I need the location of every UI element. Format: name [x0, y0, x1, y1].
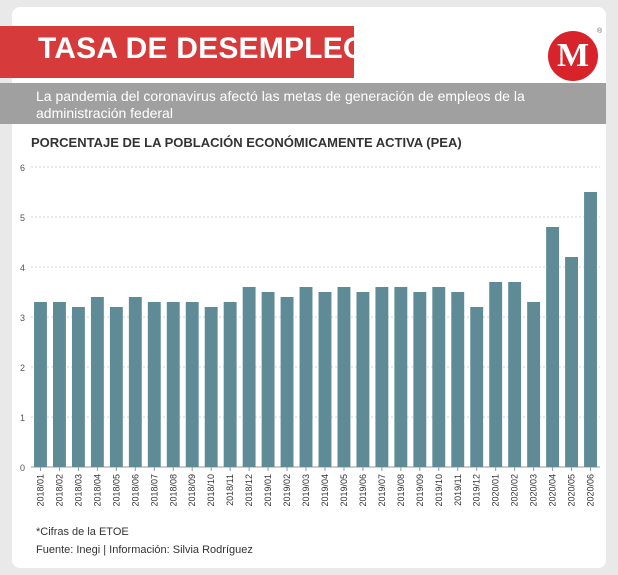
x-tick-label: 2019/07 — [377, 474, 387, 507]
x-tick-label: 2019/06 — [358, 474, 368, 507]
subtitle-band — [0, 83, 606, 124]
footnote: *Cifras de la ETOE — [36, 526, 129, 538]
bar — [432, 287, 446, 467]
bar — [185, 302, 199, 467]
x-tick-label: 2020/03 — [529, 474, 539, 507]
bar — [166, 302, 180, 467]
milenio-logo: M — [548, 31, 598, 81]
x-tick-label: 2019/11 — [453, 474, 463, 506]
x-tick-label: 2018/03 — [73, 474, 83, 507]
bar — [546, 227, 560, 467]
bar — [356, 292, 370, 467]
bar — [470, 307, 484, 467]
x-tick-label: 2018/02 — [54, 474, 64, 507]
x-tick-label: 2018/07 — [149, 474, 159, 507]
x-tick-label: 2018/04 — [92, 474, 102, 507]
x-tick-label: 2019/02 — [282, 474, 292, 507]
x-tick-label: 2018/12 — [244, 474, 254, 507]
bar — [71, 307, 85, 467]
bar — [242, 287, 256, 467]
bar — [451, 292, 465, 467]
x-tick-label: 2019/01 — [263, 474, 273, 507]
x-tick-label: 2020/01 — [491, 474, 501, 507]
x-tick-label: 2018/01 — [35, 474, 45, 507]
x-tick-label: 2019/10 — [434, 474, 444, 507]
title-banner — [0, 26, 354, 78]
bar — [280, 297, 294, 467]
bar — [204, 307, 218, 467]
y-tick-label: 3 — [20, 313, 25, 323]
x-tick-label: 2020/06 — [586, 474, 596, 507]
bar — [53, 302, 66, 467]
y-tick-label: 0 — [20, 463, 25, 473]
source-credit: Fuente: Inegi | Información: Silvia Rodr… — [36, 544, 253, 556]
bar-chart: 0 1 2 3 4 5 6 2018/01 2018/02 2018/03 2018/04 2018/… — [20, 163, 600, 507]
x-tick-label: 2018/08 — [168, 474, 178, 507]
bar — [508, 282, 522, 467]
bar — [337, 287, 351, 467]
x-tick-label: 2018/10 — [206, 474, 216, 507]
bar — [261, 292, 275, 467]
bar — [34, 302, 47, 467]
x-tick-label: 2019/03 — [301, 474, 311, 507]
chart-headline: TASA DE DESEMPLEO* — [38, 32, 379, 65]
registered-mark: ® — [597, 28, 603, 35]
x-tick-label: 2019/05 — [339, 474, 349, 507]
bar — [223, 302, 237, 467]
subtitle-text: La pandemia del coronavirus afectó las m… — [36, 88, 525, 121]
bar — [413, 292, 427, 467]
x-tick-label: 2019/04 — [320, 474, 330, 507]
x-tick-label: 2020/02 — [510, 474, 520, 507]
bar — [527, 302, 541, 467]
x-tick-label: 2018/09 — [187, 474, 197, 507]
bar — [375, 287, 389, 467]
bar — [489, 282, 503, 467]
x-tick-label: 2018/06 — [130, 474, 140, 507]
bar — [109, 307, 123, 467]
bar — [565, 257, 578, 467]
x-tick-label: 2018/11 — [225, 474, 235, 506]
x-tick-label: 2019/08 — [396, 474, 406, 507]
bar — [318, 292, 332, 467]
bar — [128, 297, 142, 467]
y-tick-label: 4 — [20, 263, 25, 273]
y-tick-label: 6 — [20, 163, 25, 173]
x-tick-label: 2020/04 — [548, 474, 558, 507]
y-tick-label: 1 — [20, 413, 25, 423]
bar — [394, 287, 408, 467]
y-tick-label: 5 — [20, 213, 25, 223]
x-tick-label: 2019/09 — [415, 474, 425, 507]
x-tick-label: 2020/05 — [567, 474, 577, 507]
chart-title: PORCENTAJE DE LA POBLACIÓN ECONÓMICAMENT… — [31, 135, 462, 150]
y-tick-label: 2 — [20, 363, 25, 373]
x-tick-label: 2019/12 — [472, 474, 482, 507]
x-tick-label: 2018/05 — [111, 474, 121, 507]
bar — [90, 297, 104, 467]
bar — [147, 302, 161, 467]
bar — [299, 287, 313, 467]
bar — [584, 192, 597, 467]
